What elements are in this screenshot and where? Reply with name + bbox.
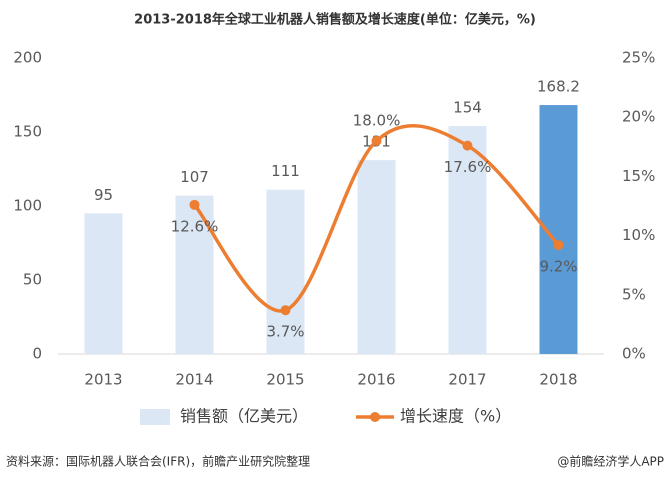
x-tick-label: 2018 <box>539 371 577 389</box>
x-tick-label: 2013 <box>84 371 122 389</box>
bar <box>84 213 123 354</box>
bar-value-label: 107 <box>180 168 209 186</box>
y2-tick-label: 0% <box>622 345 646 363</box>
y-tick-label: 100 <box>13 197 42 215</box>
y-tick-label: 200 <box>13 49 42 67</box>
x-tick-label: 2015 <box>266 371 304 389</box>
x-tick-label: 2016 <box>357 371 395 389</box>
bar-value-label: 95 <box>94 186 113 204</box>
y2-tick-label: 20% <box>622 108 655 126</box>
line-value-label: 18.0% <box>353 111 401 129</box>
x-tick-label: 2017 <box>448 371 486 389</box>
line-marker <box>462 140 473 151</box>
bar-value-label: 111 <box>271 162 300 180</box>
y-tick-label: 50 <box>23 271 42 289</box>
y2-tick-label: 25% <box>622 49 655 67</box>
bar <box>448 126 487 354</box>
x-tick-label: 2014 <box>175 371 213 389</box>
chart-title: 2013-2018年全球工业机器人销售额及增长速度(单位：亿美元，%) <box>134 12 536 28</box>
line-value-label: 12.6% <box>171 217 219 235</box>
legend-swatch <box>140 409 170 425</box>
bar <box>357 160 396 354</box>
bar <box>266 189 305 354</box>
line-marker <box>553 240 564 251</box>
line-value-label: 3.7% <box>266 323 304 341</box>
line <box>193 124 560 313</box>
y-tick-label: 0 <box>32 345 42 363</box>
legend-label: 增长速度（%） <box>400 407 511 426</box>
y-tick-label: 150 <box>13 123 42 141</box>
y2-tick-label: 10% <box>622 226 655 244</box>
bar-value-label: 168.2 <box>537 78 580 96</box>
y2-tick-label: 5% <box>622 285 646 303</box>
line-marker <box>280 305 291 316</box>
legend-label: 销售额（亿美元） <box>180 407 308 426</box>
line-value-label: 9.2% <box>539 258 577 276</box>
bar-value-label: 154 <box>453 99 482 117</box>
line-marker <box>189 199 200 210</box>
legend-swatch <box>370 412 380 422</box>
line-marker <box>371 135 382 146</box>
source: 资料来源：国际机器人联合会(IFR)，前瞻产业研究院整理 <box>6 454 310 469</box>
line-value-label: 17.6% <box>444 158 492 176</box>
y2-tick-label: 15% <box>622 167 655 185</box>
credit: @前瞻经济学人APP <box>557 454 664 469</box>
